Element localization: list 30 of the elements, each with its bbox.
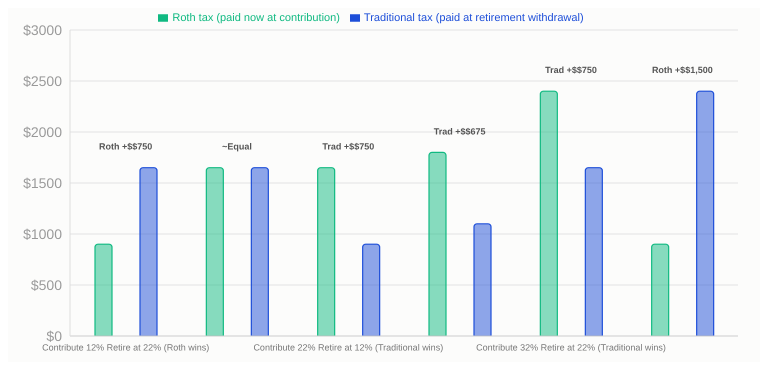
y-tick-label: $1000 <box>23 226 62 242</box>
x-tick-label: Contribute 12% Retire at 22% (Roth wins) <box>42 342 210 352</box>
bar <box>428 152 447 336</box>
legend-label: Traditional tax (paid at retirement withdrawal) <box>364 12 584 24</box>
bar <box>362 244 380 336</box>
annotation: Trad +$$675 <box>434 126 486 136</box>
annotation: Trad +$$750 <box>545 65 597 76</box>
bar <box>317 167 336 336</box>
annotation: Roth +$$1,500 <box>652 65 713 76</box>
bar <box>651 244 670 336</box>
bar <box>473 223 492 336</box>
y-tick-label: $3000 <box>23 22 62 38</box>
bar <box>584 167 603 336</box>
x-tick-label: Contribute 22% Retire at 12% (Traditional wins) <box>253 342 444 352</box>
bar <box>696 90 714 336</box>
x-tick-label: Contribute 32% Retire at 22% (Traditional wins) <box>476 342 666 352</box>
annotation: ~Equal <box>222 142 252 152</box>
bar <box>250 167 269 336</box>
y-tick-label: $2000 <box>23 124 62 140</box>
y-tick-label: $1500 <box>23 174 62 191</box>
bar <box>139 167 158 336</box>
bar <box>94 244 113 336</box>
legend-label: Roth tax (paid now at contribution) <box>172 12 340 24</box>
annotation: Trad +$$750 <box>322 142 374 152</box>
y-tick-label: $500 <box>30 276 62 293</box>
bar <box>540 90 558 336</box>
annotation: Roth +$$750 <box>99 142 152 152</box>
y-tick-label: $0 <box>46 328 62 344</box>
y-tick-label: $2500 <box>23 72 62 89</box>
bar <box>206 167 224 336</box>
